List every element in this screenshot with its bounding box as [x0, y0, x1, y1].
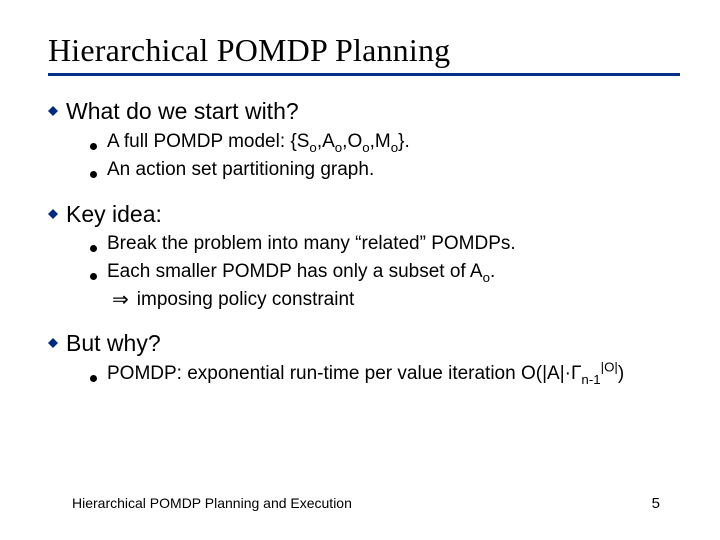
heading-text: Key idea: [66, 201, 162, 229]
sub-item: ⇒ imposing policy constraint [112, 288, 680, 312]
slide-footer: Hierarchical POMDP Planning and Executio… [72, 495, 660, 512]
item-text: An action set partitioning graph. [107, 158, 374, 182]
section-heading: What do we start with? [48, 98, 680, 126]
dot-bullet-icon [90, 239, 97, 257]
item-text: Break the problem into many “related” PO… [107, 232, 516, 256]
item-text: POMDP: exponential run-time per value it… [107, 362, 624, 386]
diamond-bullet-icon [48, 206, 58, 224]
heading-text: But why? [66, 330, 161, 358]
diamond-bullet-icon [48, 103, 58, 121]
slide-title: Hierarchical POMDP Planning [48, 32, 680, 69]
dot-bullet-icon [90, 165, 97, 183]
dot-bullet-icon [90, 267, 97, 285]
sub-item-text: imposing policy constraint [137, 288, 355, 312]
list-item: POMDP: exponential run-time per value it… [90, 362, 680, 387]
slide-body: What do we start with? A full POMDP model… [48, 98, 680, 387]
section-heading: But why? [48, 330, 680, 358]
dot-bullet-icon [90, 369, 97, 387]
footer-title: Hierarchical POMDP Planning and Executio… [72, 495, 352, 511]
section-items: Break the problem into many “related” PO… [90, 232, 680, 312]
list-item: A full POMDP model: {So,Ao,Oo,Mo}. [90, 130, 680, 155]
list-item: Break the problem into many “related” PO… [90, 232, 680, 257]
slide: Hierarchical POMDP Planning What do we s… [0, 0, 720, 540]
diamond-bullet-icon [48, 335, 58, 353]
list-item: An action set partitioning graph. [90, 158, 680, 183]
page-number: 5 [652, 495, 660, 512]
section-items: POMDP: exponential run-time per value it… [90, 362, 680, 387]
dot-bullet-icon [90, 137, 97, 155]
title-underline [48, 73, 680, 76]
item-text: Each smaller POMDP has only a subset of … [107, 260, 495, 284]
list-item: Each smaller POMDP has only a subset of … [90, 260, 680, 285]
item-text: A full POMDP model: {So,Ao,Oo,Mo}. [107, 130, 410, 154]
section-items: A full POMDP model: {So,Ao,Oo,Mo}. An act… [90, 130, 680, 183]
heading-text: What do we start with? [66, 98, 299, 126]
section-heading: Key idea: [48, 201, 680, 229]
implies-arrow-icon: ⇒ [112, 288, 129, 312]
